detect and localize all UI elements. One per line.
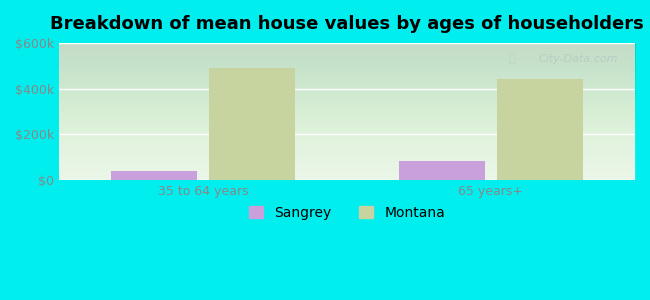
Legend: Sangrey, Montana: Sangrey, Montana [244,200,450,225]
Title: Breakdown of mean house values by ages of householders: Breakdown of mean house values by ages o… [50,15,644,33]
Bar [399,161,486,180]
Bar [209,68,295,180]
Bar [111,171,197,180]
Text: City-Data.com: City-Data.com [538,54,617,64]
Text: 🌐: 🌐 [508,54,515,64]
Bar [497,80,583,180]
